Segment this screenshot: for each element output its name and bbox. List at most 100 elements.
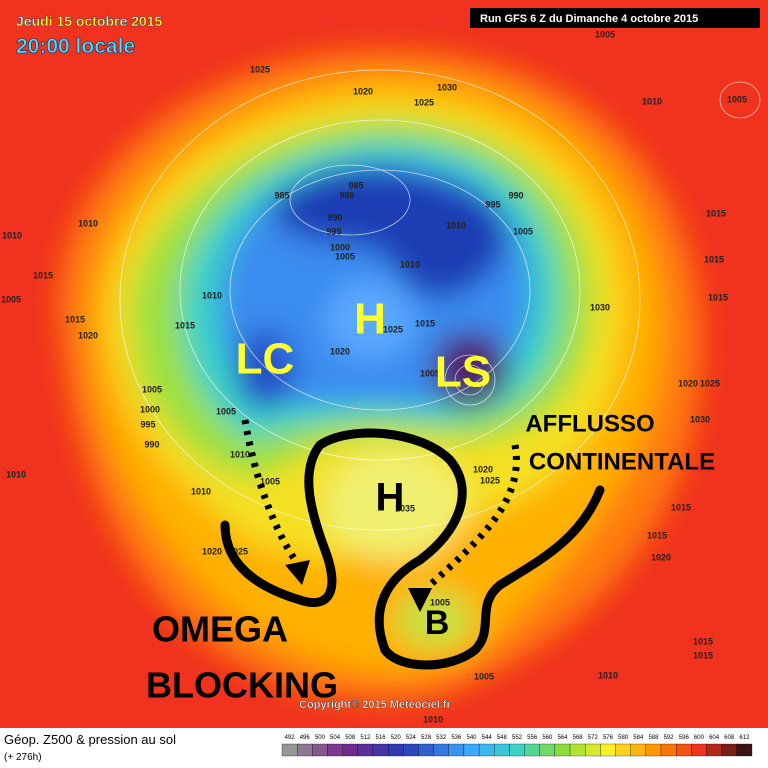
color-scale: 492 496 500 504 508 512 516 520 524 528 532 536 540 5… <box>281 735 753 757</box>
scale-swatch <box>463 743 480 757</box>
isobars <box>119 69 761 531</box>
flow-arrow <box>427 444 520 588</box>
annotation: BLOCKING <box>146 665 338 706</box>
scale-label: 504 <box>330 735 341 741</box>
isobar-label: 1020 <box>473 464 493 474</box>
isobar-label: 1010 <box>446 220 466 230</box>
scale-swatch <box>600 743 616 757</box>
isobar-label: 995 <box>140 419 155 429</box>
isobar-label: 1015 <box>704 254 724 264</box>
isobar-label: 1030 <box>437 82 457 92</box>
isobar-label: 1015 <box>693 636 713 646</box>
scale-swatch <box>327 743 343 757</box>
isobar-label: 1015 <box>671 502 691 512</box>
scale-swatch <box>509 743 525 757</box>
scale-label: 568 <box>573 735 584 741</box>
isobar-label: 1000 <box>140 404 160 414</box>
isobar-label: 1020 <box>202 546 222 556</box>
run-info: Run GFS 6 Z du Dimanche 4 octobre 2015 <box>480 13 698 25</box>
isobar-label: 1020 <box>678 378 698 388</box>
scale-swatch <box>494 743 510 757</box>
scale-label: 592 <box>664 735 675 741</box>
isobar-label: 1005 <box>430 597 450 607</box>
arrow-head <box>285 560 310 585</box>
scale-swatch <box>297 743 313 757</box>
isobar-label: 1005 <box>216 406 236 416</box>
scale-swatch <box>630 743 647 757</box>
isobar-label: 1005 <box>142 384 162 394</box>
annotation: AFFLUSSO <box>525 410 654 437</box>
isobar-label: 1015 <box>175 320 195 330</box>
scale-label: 576 <box>603 735 614 741</box>
pressure-center: B <box>425 604 450 642</box>
scale-label: 580 <box>618 735 629 741</box>
scale-label: 512 <box>360 735 371 741</box>
isobar-label: 1015 <box>65 314 85 324</box>
isobar-label: 1025 <box>383 324 403 334</box>
isobar-label: 1025 <box>700 378 720 388</box>
scale-label: 584 <box>633 735 644 741</box>
scale-swatch <box>478 743 495 757</box>
scale-swatch <box>281 743 298 757</box>
isobar-label: 990 <box>327 212 342 222</box>
isobar-label: 990 <box>508 190 523 200</box>
isobar-label: 995 <box>326 226 341 236</box>
scale-label: 596 <box>679 735 690 741</box>
isobar-label: 1010 <box>642 96 662 106</box>
scale-label: 604 <box>709 735 720 741</box>
isobar-label: 1015 <box>706 208 726 218</box>
isobar-label: 1010 <box>423 714 443 724</box>
scale-label: 560 <box>542 735 553 741</box>
scale-swatch <box>433 743 449 757</box>
scale-label: 548 <box>497 735 508 741</box>
scale-label: 552 <box>512 735 523 741</box>
scale-label: 500 <box>315 735 326 741</box>
isobar-label: 1005 <box>1 294 21 304</box>
scale-swatch <box>554 743 571 757</box>
isobar-label: 1000 <box>330 242 350 252</box>
scale-swatch <box>418 743 434 757</box>
scale-swatch <box>387 743 404 757</box>
scale-swatch <box>372 743 389 757</box>
scale-label: 556 <box>527 735 538 741</box>
isobar-label: 1015 <box>647 530 667 540</box>
scale-swatch <box>448 743 465 757</box>
isobar-label: 1005 <box>335 251 355 261</box>
scale-swatch <box>736 743 753 757</box>
geopotential-field <box>58 49 703 703</box>
scale-swatch <box>342 743 358 757</box>
scale-label: 520 <box>391 735 402 741</box>
scale-swatch <box>721 743 737 757</box>
scale-label: 532 <box>436 735 447 741</box>
scale-label: 572 <box>588 735 599 741</box>
scale-label: 508 <box>345 735 356 741</box>
scale-label: 600 <box>694 735 705 741</box>
scale-label: 540 <box>467 735 478 741</box>
scale-swatch <box>615 743 631 757</box>
legend-title: Géop. Z500 & pression au sol <box>4 732 176 747</box>
isobar-label: 1030 <box>690 414 710 424</box>
scale-label: 536 <box>451 735 462 741</box>
scale-swatch <box>569 743 586 757</box>
scale-swatch <box>645 743 662 757</box>
scale-label: 612 <box>739 735 750 741</box>
omega-block-line <box>220 428 605 670</box>
scale-swatch <box>691 743 707 757</box>
scale-swatch <box>312 743 328 757</box>
isobar-label: 1005 <box>727 94 747 104</box>
scale-label: 588 <box>648 735 659 741</box>
isobar-label: 1010 <box>230 449 250 459</box>
isobar-label: 1015 <box>33 270 53 280</box>
isobar-label: 1005 <box>420 368 440 378</box>
scale-swatch <box>539 743 556 757</box>
isobar-label: 1005 <box>595 29 615 39</box>
scale-swatch <box>706 743 722 757</box>
isobar-label: 1010 <box>6 469 26 479</box>
scale-label: 564 <box>557 735 568 741</box>
run-box <box>470 8 760 28</box>
isobar-label: 1035 <box>395 503 415 513</box>
scale-swatch <box>403 743 419 757</box>
isobar-label: 1010 <box>400 259 420 269</box>
